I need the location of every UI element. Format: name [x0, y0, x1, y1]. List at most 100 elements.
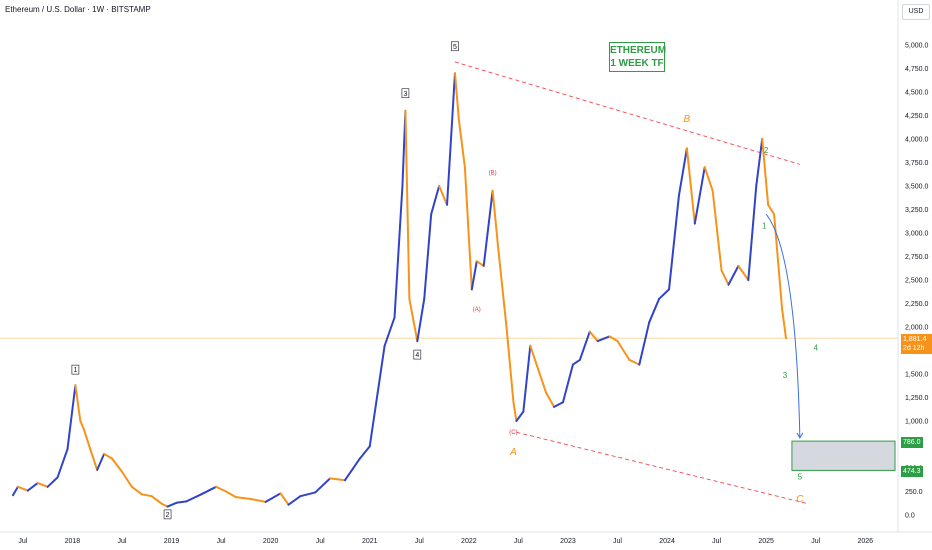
- price-segment-up: [515, 410, 525, 422]
- price-segment-up: [638, 321, 651, 366]
- zone-top-tag: 786.0: [901, 437, 923, 448]
- price-segment-down: [120, 470, 133, 488]
- y-tick-label: 2,000.0: [905, 325, 928, 332]
- price-segment-down: [537, 368, 548, 394]
- wave-label-box: [401, 88, 410, 99]
- wave-label: 5: [453, 44, 457, 51]
- annotation-line-1: ETHEREUM: [610, 45, 667, 56]
- x-tick-label: 2024: [659, 538, 675, 545]
- y-tick-label: 1,500.0: [905, 372, 928, 379]
- x-tick-label: 2020: [263, 538, 279, 545]
- y-tick-label: 2,750.0: [905, 254, 928, 261]
- price-segment-up: [96, 452, 106, 471]
- price-segment-up: [200, 485, 218, 496]
- price-segment-down: [279, 492, 290, 506]
- price-segment-up: [561, 363, 574, 404]
- price-segment-up: [596, 335, 611, 343]
- price-segment-down: [767, 203, 776, 216]
- price-segment-down: [628, 358, 641, 366]
- price-segment-up: [376, 344, 386, 394]
- price-segment-down: [404, 109, 411, 300]
- price-segment-up: [522, 344, 532, 413]
- price-segment-down: [234, 496, 252, 501]
- last-price-tag: 1,881.4 2d 12h: [901, 334, 932, 354]
- x-tick-label: 2023: [560, 538, 576, 545]
- price-segment-up: [416, 297, 426, 343]
- wave-label: C: [796, 494, 804, 505]
- y-tick-label: 3,250.0: [905, 207, 928, 214]
- price-segment-up: [430, 185, 441, 216]
- price-segment-up: [423, 213, 433, 300]
- x-tick-label: Jul: [514, 538, 523, 545]
- price-segment-up: [393, 185, 404, 319]
- x-tick-label: Jul: [613, 538, 622, 545]
- price-segment-down: [89, 448, 99, 471]
- x-tick-label: Jul: [316, 538, 325, 545]
- price-segment-down: [608, 335, 619, 343]
- y-tick-label: 3,750.0: [905, 160, 928, 167]
- price-segment-up: [446, 72, 456, 206]
- price-segment-down: [74, 384, 82, 422]
- price-segment-down: [761, 138, 770, 206]
- wave-label: 3: [783, 371, 788, 380]
- y-tick-label: 2,500.0: [905, 278, 928, 285]
- price-segment-down: [616, 340, 631, 361]
- price-segment-up: [11, 485, 19, 497]
- x-tick-label: Jul: [217, 538, 226, 545]
- x-tick-label: 2021: [362, 538, 378, 545]
- y-tick-label: 4,250.0: [905, 113, 928, 120]
- price-segment-up: [747, 185, 758, 281]
- price-segment-up: [287, 495, 302, 506]
- price-segment-up: [166, 501, 178, 508]
- wave-label: A: [509, 447, 517, 458]
- price-segment-down: [215, 485, 228, 493]
- price-segment-down: [475, 260, 485, 267]
- price-segment-down: [505, 326, 515, 404]
- wave-label: 5: [798, 472, 803, 481]
- wave-label: 1: [762, 221, 767, 230]
- price-segment-up: [175, 500, 188, 504]
- wave-label: 1: [73, 367, 77, 374]
- x-tick-label: 2019: [164, 538, 180, 545]
- price-segment-down: [512, 401, 518, 422]
- wave-label: 3: [403, 91, 407, 98]
- price-segment-down: [720, 269, 730, 286]
- price-segment-down: [111, 457, 123, 473]
- x-tick-label: Jul: [811, 538, 820, 545]
- price-segment-down: [36, 482, 49, 488]
- price-segment-up: [668, 194, 680, 291]
- price-segment-down: [777, 260, 784, 310]
- y-tick-label: 4,750.0: [905, 66, 928, 73]
- price-segment-down: [529, 344, 540, 371]
- projection-curve: [765, 213, 801, 438]
- x-tick-label: 2026: [857, 538, 873, 545]
- price-segment-down: [711, 189, 723, 272]
- price-segment-up: [66, 384, 77, 451]
- price-segment-up: [482, 189, 494, 267]
- wave-label-box: [413, 349, 422, 360]
- price-segment-down: [225, 490, 237, 499]
- price-segment-down: [545, 391, 556, 408]
- x-tick-label: 2018: [65, 538, 81, 545]
- currency-button[interactable]: USD: [902, 4, 930, 20]
- price-segment-up: [264, 492, 282, 503]
- wave-label-box: [163, 509, 172, 520]
- price-segment-down: [16, 485, 29, 492]
- y-tick-label: 2,250.0: [905, 301, 928, 308]
- wave-label: 4: [813, 344, 818, 353]
- price-segment-up: [553, 401, 564, 408]
- y-tick-label: 250.0: [905, 489, 923, 496]
- bar-countdown: 2d 12h: [903, 345, 925, 352]
- y-tick-label: 3,000.0: [905, 231, 928, 238]
- price-segment-down: [685, 147, 696, 225]
- price-segment-up: [470, 260, 478, 291]
- wave-label: (B): [489, 171, 497, 177]
- wave-label: (A): [473, 307, 481, 313]
- price-segment-up: [26, 482, 39, 492]
- price-segment-up: [46, 476, 59, 488]
- price-segment-up: [658, 288, 671, 300]
- wave-label-box: [71, 364, 80, 375]
- symbol-title: Ethereum / U.S. Dollar · 1W · BITSTAMP: [5, 5, 151, 14]
- trendline: [454, 61, 800, 165]
